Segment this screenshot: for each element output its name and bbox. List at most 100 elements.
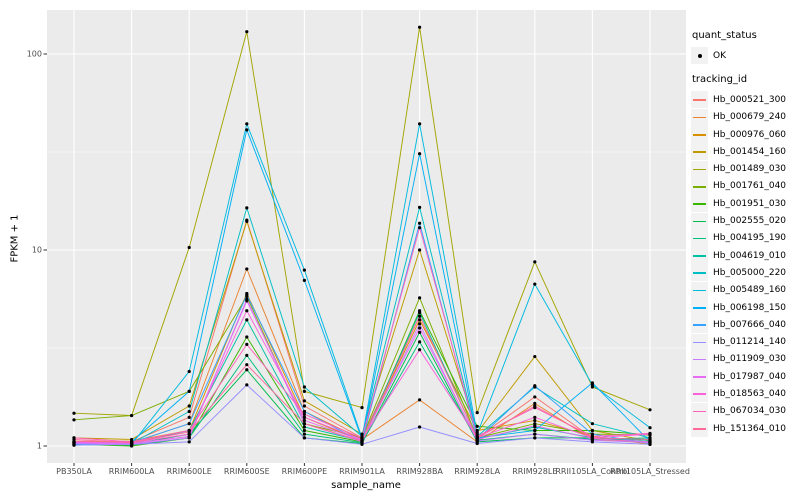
data-point bbox=[245, 122, 249, 126]
data-point bbox=[72, 437, 76, 442]
legend-item-Hb_000521_300: Hb_000521_300 bbox=[691, 91, 799, 109]
legend-quant-status: quant_status OK bbox=[691, 30, 799, 65]
legend-item-label: Hb_151364_010 bbox=[713, 423, 787, 434]
x-tick-label-RRIM901LA: RRIM901LA bbox=[339, 467, 385, 476]
data-point bbox=[130, 437, 134, 442]
legend-item-label: Hb_001951_030 bbox=[713, 198, 787, 209]
legend-item-label: OK bbox=[713, 50, 726, 61]
data-point bbox=[533, 395, 537, 399]
data-point bbox=[648, 440, 652, 444]
data-point bbox=[648, 431, 652, 435]
x-tick-label-RRIM600LA: RRIM600LA bbox=[108, 467, 155, 476]
data-point bbox=[130, 441, 134, 445]
data-point bbox=[418, 425, 422, 429]
line-key-icon bbox=[691, 143, 708, 161]
legend-item-label: Hb_000976_060 bbox=[713, 129, 787, 140]
data-point bbox=[187, 434, 191, 438]
data-point bbox=[418, 326, 422, 330]
legend-tracking-id-title: tracking_id bbox=[692, 74, 748, 86]
legend-item-label: Hb_006198_150 bbox=[713, 302, 787, 313]
line-key-icon bbox=[691, 368, 708, 386]
data-point bbox=[187, 245, 191, 250]
data-point bbox=[648, 408, 652, 412]
data-point bbox=[302, 385, 306, 389]
data-point bbox=[418, 330, 422, 334]
data-point bbox=[245, 219, 249, 223]
legend-item-label: Hb_001761_040 bbox=[713, 181, 787, 192]
legend-item-Hb_000679_240: Hb_000679_240 bbox=[691, 108, 799, 126]
legend-item-Hb_017987_040: Hb_017987_040 bbox=[691, 368, 799, 386]
data-point bbox=[418, 314, 422, 318]
data-point bbox=[187, 422, 191, 426]
data-point bbox=[245, 383, 249, 387]
legend-item-Hb_001489_030: Hb_001489_030 bbox=[691, 160, 799, 178]
data-point bbox=[245, 368, 249, 372]
legend-item-Hb_000976_060: Hb_000976_060 bbox=[691, 126, 799, 144]
legend-item-label: Hb_018563_040 bbox=[713, 388, 787, 399]
legend-item-Hb_004195_190: Hb_004195_190 bbox=[691, 229, 799, 247]
data-point bbox=[302, 389, 306, 393]
data-point bbox=[302, 268, 306, 272]
data-point bbox=[72, 440, 76, 444]
legend-item-label: Hb_005000_220 bbox=[713, 267, 787, 278]
y-axis-title: FPKM + 1 bbox=[9, 214, 21, 263]
x-tick-label-RRIM928LA: RRIM928LA bbox=[454, 467, 501, 476]
data-point bbox=[590, 432, 595, 436]
line-key-icon bbox=[691, 281, 708, 299]
data-point bbox=[72, 418, 76, 422]
data-point bbox=[302, 409, 306, 414]
data-point bbox=[302, 432, 306, 436]
data-point bbox=[245, 267, 249, 271]
data-point bbox=[418, 322, 422, 326]
data-point bbox=[245, 206, 249, 210]
data-point bbox=[302, 428, 306, 433]
legend-item-Hb_011214_140: Hb_011214_140 bbox=[691, 333, 799, 351]
line-key-icon bbox=[691, 195, 708, 213]
legend-item-label: Hb_000679_240 bbox=[713, 112, 787, 123]
legend-item-Hb_005000_220: Hb_005000_220 bbox=[691, 264, 799, 282]
data-point bbox=[590, 381, 595, 385]
data-point bbox=[302, 399, 306, 403]
data-point bbox=[360, 436, 364, 440]
x-tick-label-RRII105LA_Stressed: RRII105LA_Stressed bbox=[610, 467, 690, 476]
x-tick-label-RRIM600PE: RRIM600PE bbox=[281, 467, 328, 476]
data-point bbox=[648, 437, 652, 442]
data-point bbox=[475, 436, 479, 440]
data-point bbox=[475, 432, 479, 436]
legend-item-Hb_018563_040: Hb_018563_040 bbox=[691, 385, 799, 403]
line-key-icon bbox=[691, 212, 708, 230]
legend-quant-status-title: quant_status bbox=[692, 30, 757, 41]
legend-item-label: Hb_017987_040 bbox=[713, 371, 787, 382]
data-point bbox=[360, 406, 364, 410]
legend-item-Hb_001454_160: Hb_001454_160 bbox=[691, 143, 799, 161]
data-point bbox=[187, 404, 191, 408]
data-point bbox=[302, 278, 306, 282]
data-point bbox=[533, 260, 537, 264]
data-point bbox=[418, 318, 422, 322]
legend-item-ok: OK bbox=[691, 47, 799, 65]
line-key-icon bbox=[691, 299, 708, 316]
data-point bbox=[418, 25, 422, 29]
legend-item-label: Hb_001489_030 bbox=[713, 164, 787, 175]
legend: quant_status OK tracking_id Hb_000521_30… bbox=[691, 30, 799, 438]
y-axis-title-wrap: FPKM + 1 bbox=[8, 160, 22, 320]
line-key-icon bbox=[691, 177, 708, 195]
data-point bbox=[418, 348, 422, 352]
data-point bbox=[418, 221, 422, 225]
data-point bbox=[590, 422, 595, 426]
legend-item-Hb_151364_010: Hb_151364_010 bbox=[691, 420, 799, 438]
data-point bbox=[302, 436, 306, 440]
data-point bbox=[418, 122, 422, 126]
data-point bbox=[245, 30, 249, 34]
data-point bbox=[245, 318, 249, 322]
data-point bbox=[245, 363, 249, 367]
data-point bbox=[302, 415, 306, 419]
legend-item-Hb_011909_030: Hb_011909_030 bbox=[691, 350, 799, 368]
line-key-icon bbox=[691, 316, 708, 334]
data-point bbox=[648, 426, 652, 430]
legend-item-label: Hb_000521_300 bbox=[713, 94, 787, 105]
legend-item-label: Hb_067034_030 bbox=[713, 406, 787, 417]
data-point bbox=[418, 398, 422, 402]
